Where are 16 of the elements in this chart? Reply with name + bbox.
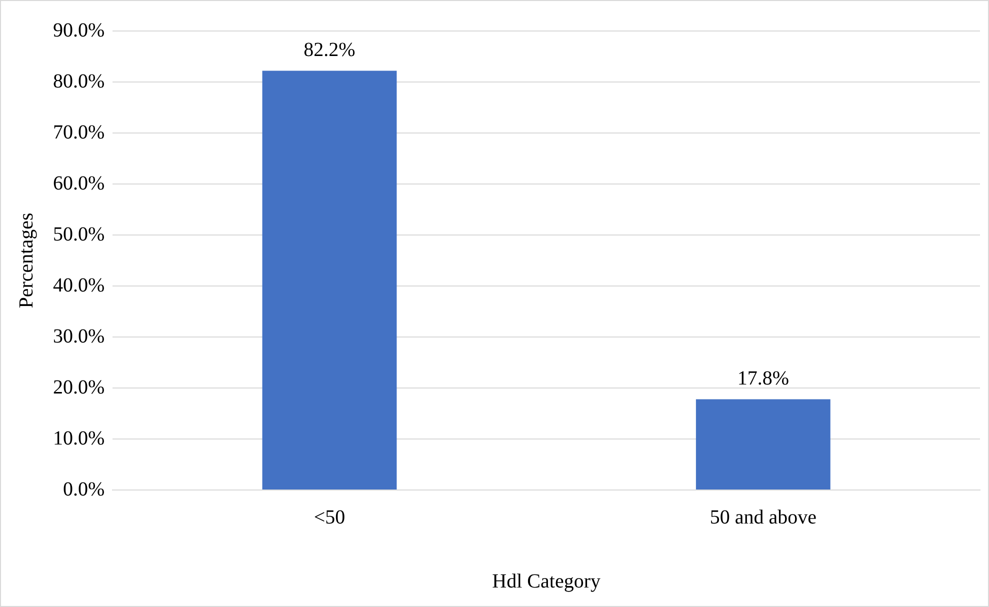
y-tick-label: 40.0% <box>52 274 105 296</box>
y-tick-label: 10.0% <box>52 427 105 450</box>
data-label: 17.8% <box>737 367 789 390</box>
y-tick-label: 80.0% <box>52 70 105 92</box>
y-tick-label: 60.0% <box>52 172 105 194</box>
y-tick-label: 20.0% <box>52 376 105 398</box>
y-tick-label: 30.0% <box>52 325 105 348</box>
y-tick-label: 0.0% <box>62 478 105 500</box>
x-tick-label: <50 <box>314 506 346 528</box>
data-label: 82.2% <box>304 39 356 62</box>
x-tick-label: 50 and above <box>710 506 817 528</box>
y-tick-label: 70.0% <box>52 121 105 144</box>
y-tick-label: 50.0% <box>52 223 105 246</box>
y-tick-label: 90.0% <box>52 19 105 42</box>
x-axis-title: Hdl Category <box>492 570 600 592</box>
y-axis-title: Percentages <box>15 212 38 308</box>
